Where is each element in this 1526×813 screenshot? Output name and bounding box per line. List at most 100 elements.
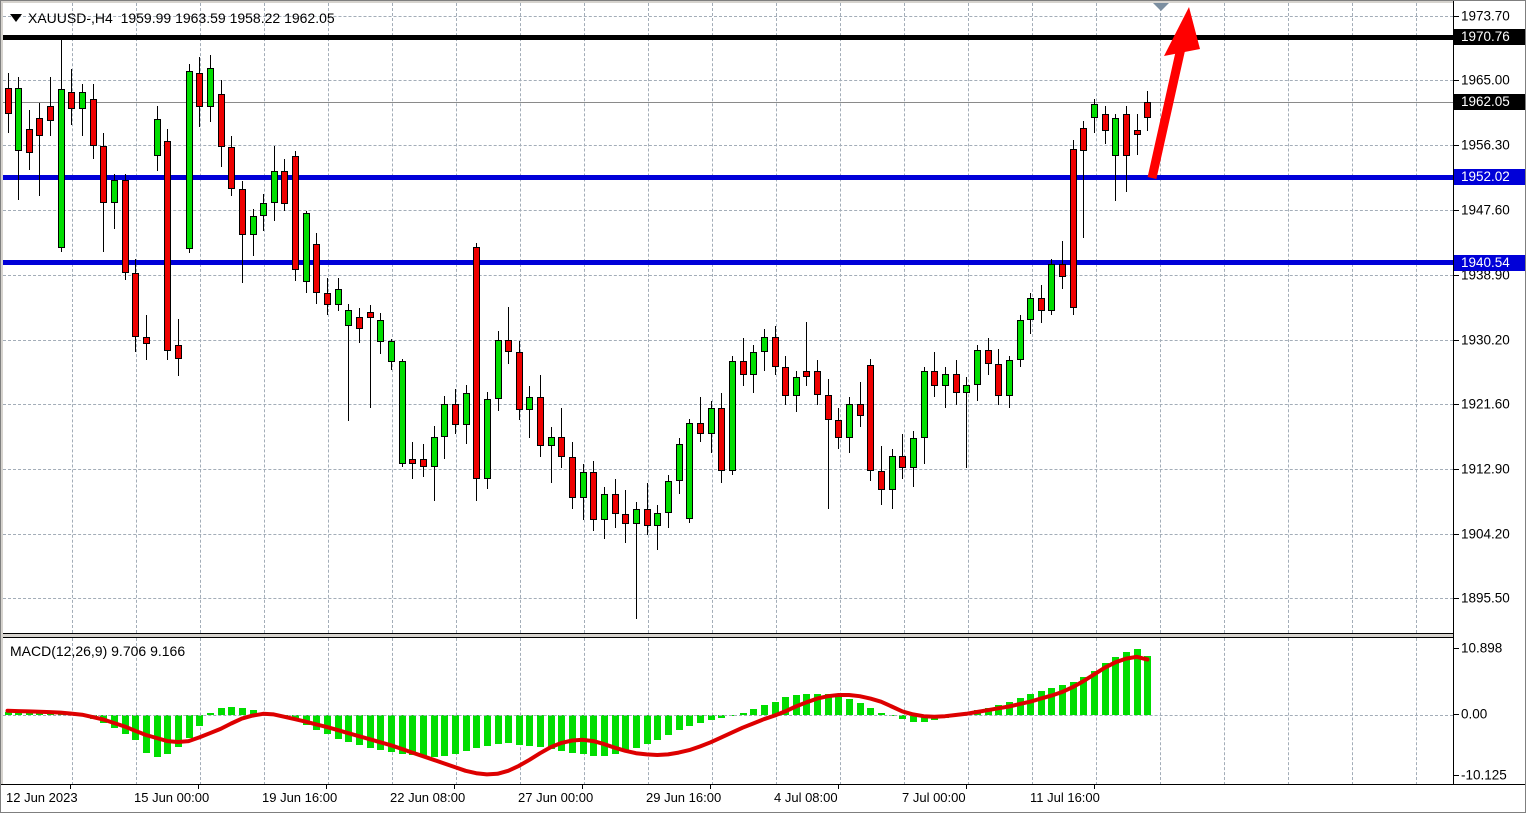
price-tick	[1454, 533, 1459, 535]
macd-histogram-bar	[388, 715, 395, 752]
macd-histogram-bar	[313, 715, 320, 731]
time-gridline	[968, 638, 969, 785]
candle-body	[473, 247, 480, 480]
candle-body	[612, 494, 619, 515]
candle-body	[899, 456, 906, 468]
candle-body	[601, 494, 608, 521]
macd-histogram-bar	[154, 715, 161, 757]
current-price-badge: 1962.05	[1454, 94, 1525, 111]
macd-histogram-bar	[1080, 677, 1087, 715]
macd-histogram-bar	[857, 702, 864, 715]
candle-body	[772, 336, 779, 367]
time-tick-label: 4 Jul 08:00	[774, 790, 838, 805]
price-gridline	[3, 145, 1453, 147]
macd-histogram-bar	[463, 715, 470, 752]
candle-wick	[1083, 121, 1084, 238]
candle-body	[889, 456, 896, 491]
candle-body	[708, 408, 715, 435]
macd-histogram-bar	[452, 715, 459, 754]
candle-body	[1144, 102, 1151, 118]
time-tick-label: 11 Jul 16:00	[1030, 790, 1100, 805]
candle-body	[548, 436, 555, 446]
macd-histogram-bar	[985, 707, 992, 715]
candle-body	[782, 366, 789, 397]
candle-body	[175, 345, 182, 360]
macd-histogram-bar	[580, 715, 587, 755]
macd-histogram-bar	[814, 693, 821, 715]
breakout-arrow-shaft[interactable]	[1147, 47, 1186, 179]
candle-body	[420, 459, 427, 468]
price-tick	[1454, 468, 1459, 470]
macd-histogram-bar	[644, 715, 651, 745]
price-tick-label: 1895.50	[1461, 590, 1510, 606]
candle-body	[1080, 128, 1087, 152]
candle-body	[1123, 113, 1130, 156]
macd-histogram-bar	[100, 715, 107, 723]
symbol-period-label: XAUUSD-,H4	[28, 10, 113, 26]
candle-body	[218, 93, 225, 147]
candle-body	[186, 70, 193, 249]
top-triangle-marker-icon[interactable]	[1153, 3, 1169, 11]
macd-histogram-bar	[654, 715, 661, 740]
resistance-price-badge: 1970.76	[1454, 29, 1525, 46]
candle-wick	[82, 84, 83, 137]
macd-histogram-bar	[164, 715, 171, 754]
macd-histogram-bar	[1144, 656, 1151, 715]
candle-wick	[370, 305, 371, 409]
candle-wick	[529, 386, 530, 439]
candle-body	[5, 87, 12, 114]
candle-body	[995, 363, 1002, 397]
candle-body	[463, 393, 470, 425]
macd-histogram-bar	[601, 715, 608, 757]
candle-body	[1006, 359, 1013, 397]
time-gridline	[328, 3, 329, 633]
candle-body	[271, 170, 278, 203]
resistance-line-1970[interactable]	[3, 34, 1453, 40]
macd-histogram-bar	[1048, 687, 1055, 715]
price-tick-label: 1947.60	[1461, 202, 1510, 218]
macd-histogram-bar	[196, 715, 203, 726]
price-tick	[1454, 80, 1459, 82]
breakout-arrow-head[interactable]	[1164, 7, 1200, 56]
candle-wick	[806, 321, 807, 386]
candle-body	[1112, 118, 1119, 156]
macd-zero-line	[3, 715, 1453, 716]
time-tick	[838, 785, 839, 789]
price-tick-label: 1912.90	[1461, 461, 1510, 477]
candle-body	[250, 216, 257, 235]
price-gridline	[3, 274, 1453, 276]
macd-histogram-bar	[1134, 648, 1141, 715]
support2-price-badge: 1940.54	[1454, 254, 1525, 271]
candle-body	[953, 374, 960, 394]
price-chart-pane[interactable]: XAUUSD-,H4 1959.99 1963.59 1958.22 1962.…	[3, 3, 1453, 634]
price-scale-axis[interactable]: 1973.70 1965.00 1956.30 1947.60 1938.90 1930.…	[1453, 1, 1525, 784]
support-line-1952[interactable]	[3, 174, 1453, 180]
candle-body	[388, 341, 395, 363]
time-gridline	[1096, 3, 1097, 633]
candle-body	[367, 312, 374, 319]
candle-body	[1091, 104, 1098, 119]
macd-tick-label: 0.00	[1461, 706, 1488, 722]
candle-body	[495, 339, 502, 400]
macd-histogram-bar	[345, 715, 352, 743]
macd-histogram-bar	[612, 715, 619, 755]
candle-body	[654, 512, 661, 527]
time-gridline	[1160, 638, 1161, 785]
price-gridline	[3, 15, 1453, 17]
candle-body	[590, 471, 597, 521]
macd-histogram-bar	[143, 715, 150, 753]
candle-body	[154, 119, 161, 157]
time-scale-axis[interactable]: 12 Jun 2023 15 Jun 00:00 19 Jun 16:00 22 Ju…	[1, 784, 1525, 812]
candle-body	[505, 339, 512, 353]
candle-body	[345, 309, 352, 326]
candle-wick	[39, 102, 40, 196]
candle-body	[803, 371, 810, 378]
candle-body	[324, 292, 331, 306]
support-line-1940[interactable]	[3, 260, 1453, 266]
candle-body	[47, 106, 54, 122]
macd-indicator-pane[interactable]: MACD(12,26,9) 9.706 9.166	[3, 637, 1453, 786]
macd-histogram-bar	[867, 707, 874, 715]
time-tick-label: 12 Jun 2023	[6, 790, 78, 805]
candle-body	[303, 213, 310, 282]
candle-body	[228, 146, 235, 190]
